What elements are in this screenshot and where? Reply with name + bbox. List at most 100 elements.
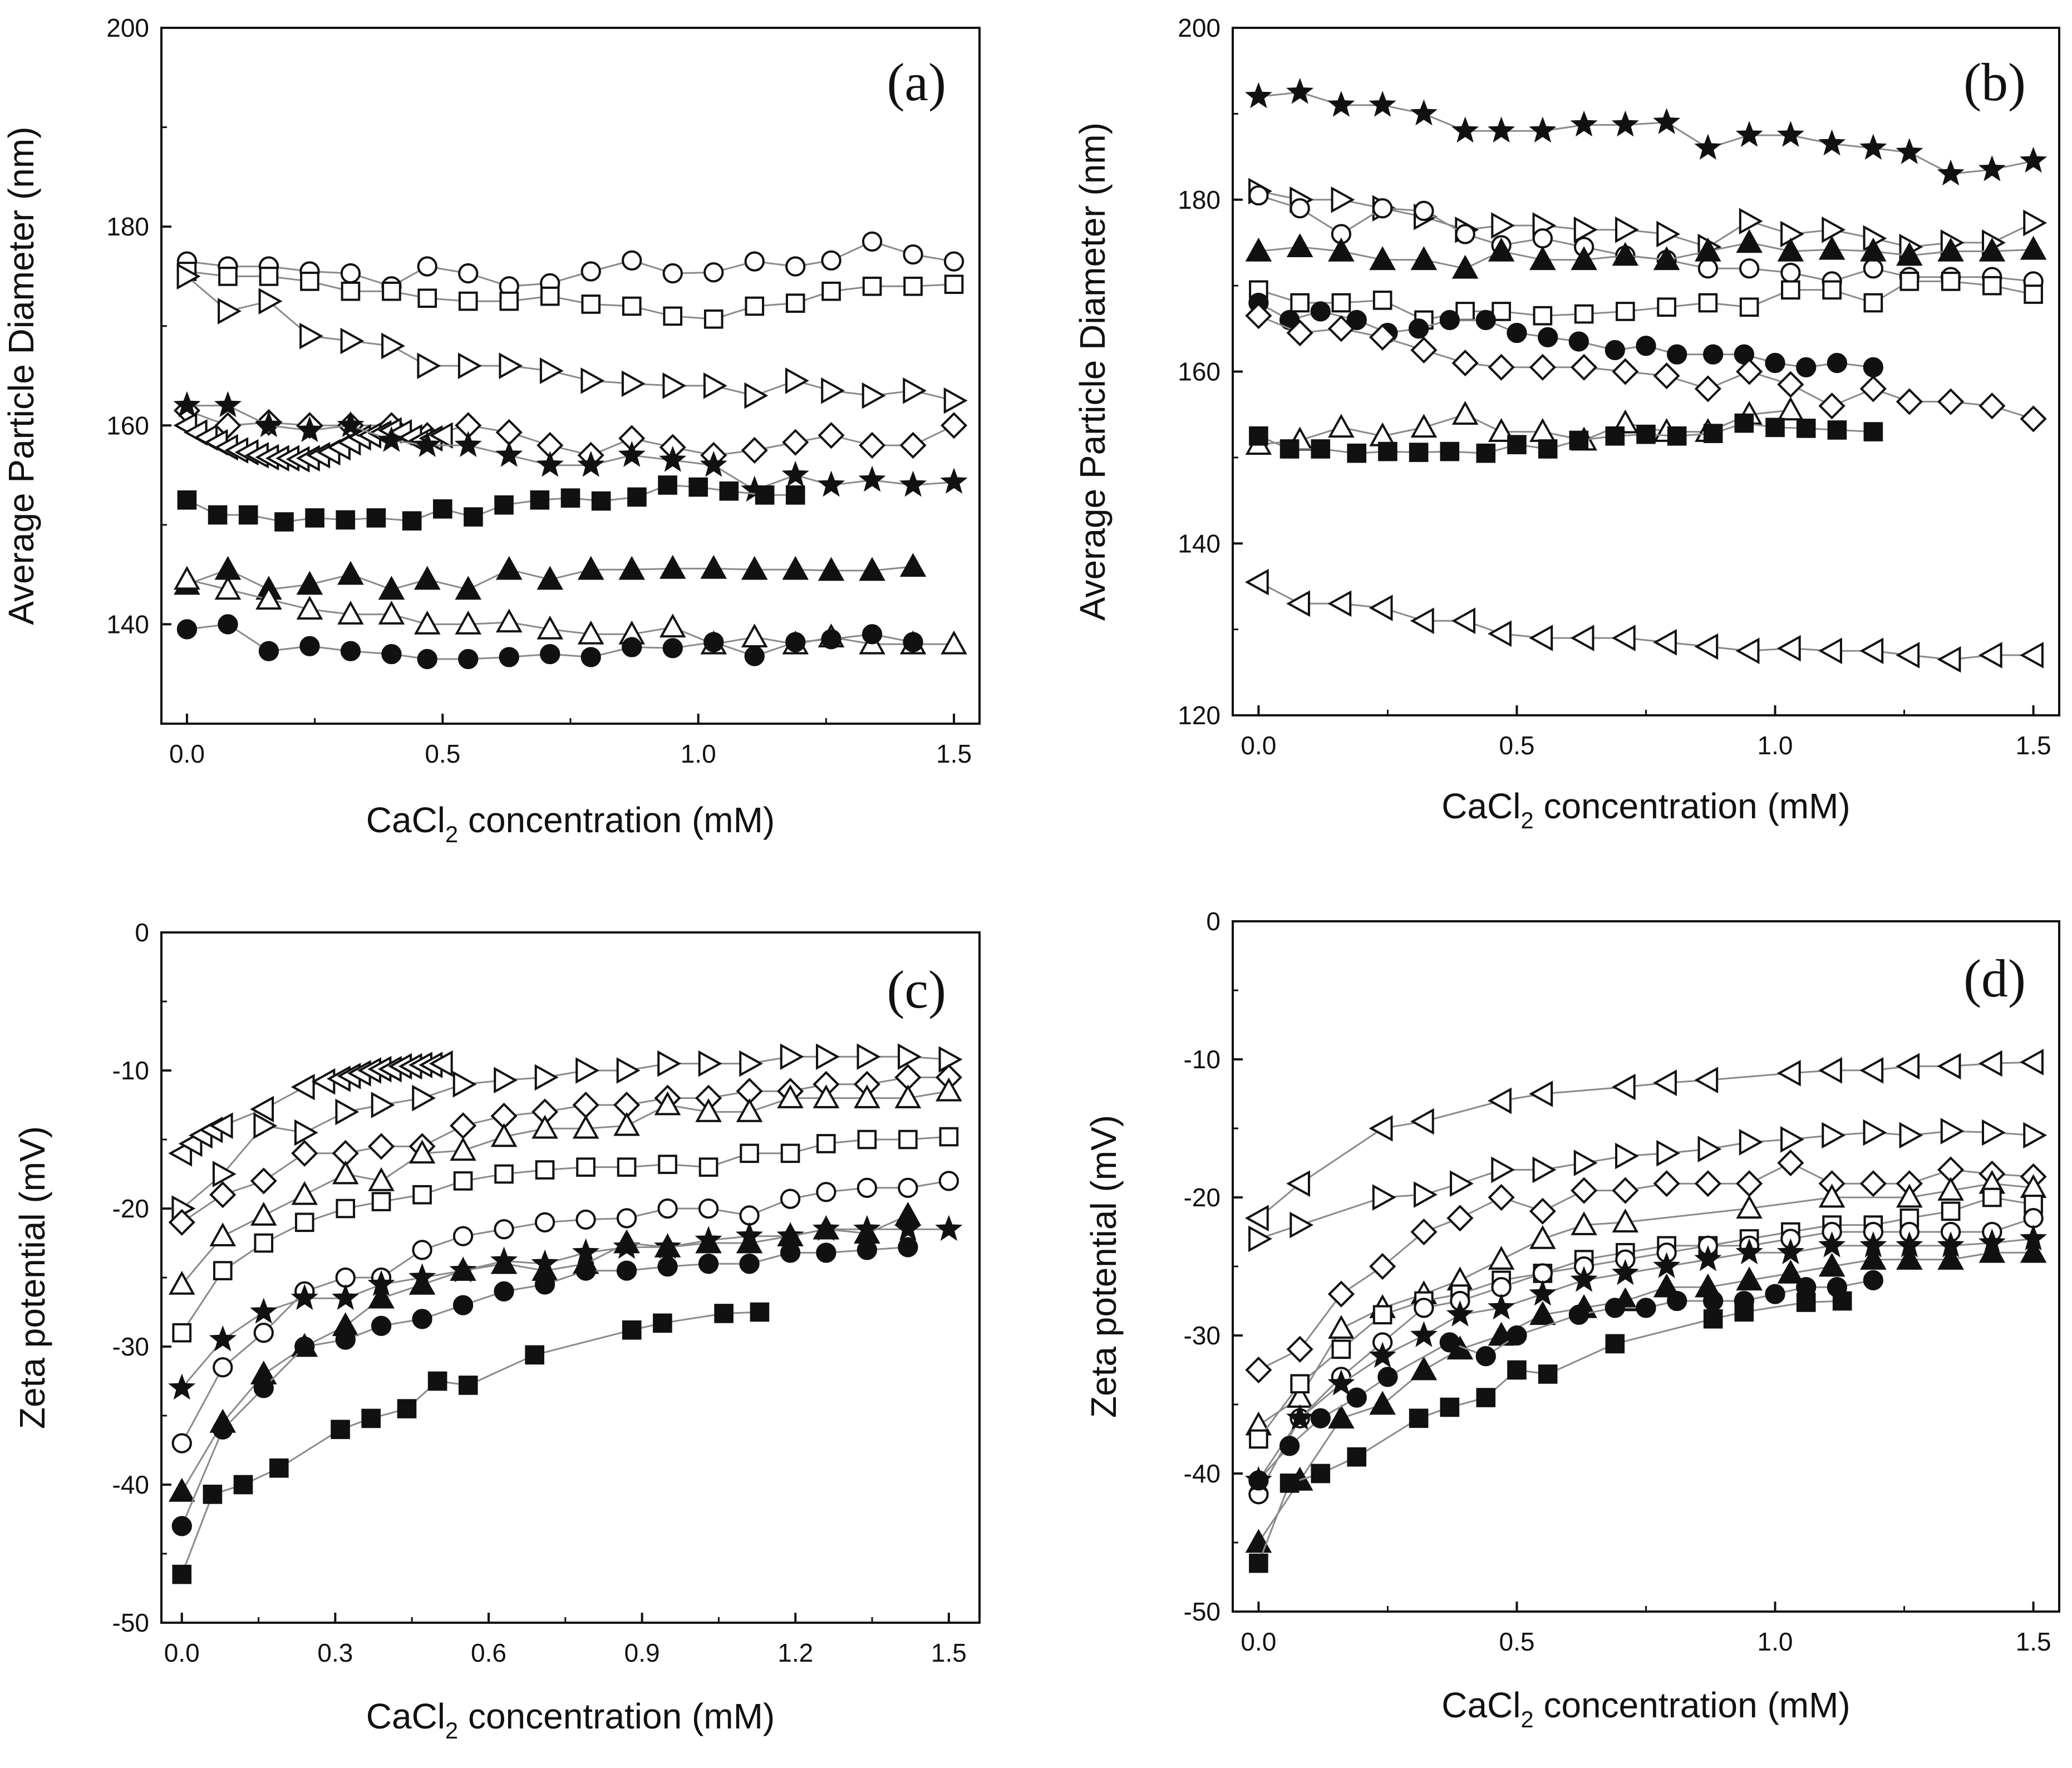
data-point bbox=[663, 306, 683, 326]
data-point bbox=[739, 1254, 760, 1274]
data-point bbox=[1694, 375, 1721, 402]
data-point bbox=[736, 1098, 763, 1122]
data-point bbox=[616, 1057, 641, 1084]
data-point bbox=[367, 1133, 395, 1160]
data-point bbox=[654, 1233, 681, 1258]
data-point bbox=[340, 641, 361, 661]
data-point bbox=[1694, 1067, 1719, 1093]
data-point bbox=[417, 256, 437, 277]
data-point bbox=[525, 1345, 544, 1365]
data-point bbox=[458, 649, 479, 670]
data-point bbox=[862, 624, 883, 645]
data-point bbox=[258, 641, 279, 661]
data-point bbox=[816, 1182, 836, 1202]
data-point bbox=[1488, 620, 1512, 647]
data-point bbox=[258, 288, 283, 315]
data-point bbox=[898, 1177, 918, 1198]
data-point bbox=[1327, 91, 1355, 117]
series-open-diamond bbox=[1245, 1149, 2047, 1384]
data-point bbox=[780, 1189, 801, 1209]
data-point bbox=[617, 1157, 637, 1177]
data-point bbox=[1574, 304, 1594, 324]
data-point bbox=[1739, 258, 1760, 279]
data-point bbox=[1615, 216, 1639, 243]
data-point bbox=[540, 286, 560, 306]
data-point bbox=[1570, 625, 1594, 651]
data-point bbox=[1451, 116, 1479, 143]
data-point bbox=[782, 556, 809, 580]
data-point bbox=[534, 1212, 555, 1232]
data-point bbox=[653, 1313, 672, 1333]
data-point bbox=[1491, 1277, 1512, 1298]
series-open-square bbox=[1249, 272, 2043, 330]
data-point bbox=[1612, 242, 1639, 266]
data-point bbox=[591, 491, 611, 511]
data-point bbox=[854, 1084, 880, 1108]
data-point bbox=[291, 1073, 315, 1101]
data-point bbox=[336, 1199, 356, 1219]
data-point bbox=[572, 1114, 599, 1139]
data-point bbox=[1491, 1156, 1515, 1183]
data-point bbox=[659, 445, 687, 472]
y-tick-label: -20 bbox=[112, 1194, 149, 1223]
y-tick-label: 200 bbox=[1178, 13, 1220, 42]
data-point bbox=[821, 250, 841, 271]
data-point bbox=[736, 1229, 763, 1254]
data-point bbox=[1451, 349, 1479, 377]
data-point bbox=[1896, 242, 1923, 266]
data-point bbox=[1573, 216, 1598, 243]
data-point bbox=[534, 1274, 555, 1295]
data-point bbox=[1818, 129, 1846, 156]
data-point bbox=[214, 576, 242, 600]
data-point bbox=[1568, 331, 1589, 352]
x-axis-label-rest: concentration (mM) bbox=[458, 800, 775, 840]
data-point bbox=[2020, 405, 2047, 433]
data-point bbox=[1777, 1149, 1804, 1177]
data-point bbox=[409, 1270, 436, 1295]
data-point bbox=[457, 352, 482, 379]
data-point bbox=[1446, 1205, 1474, 1232]
data-point bbox=[1409, 443, 1429, 462]
data-point bbox=[1369, 246, 1396, 271]
data-point bbox=[296, 416, 324, 443]
data-point bbox=[1532, 228, 1553, 249]
data-point bbox=[662, 263, 683, 284]
panel-label: (c) bbox=[887, 960, 946, 1019]
data-point bbox=[1328, 414, 1355, 438]
y-tick-label: 160 bbox=[106, 411, 149, 440]
data-point bbox=[1979, 237, 2006, 262]
series-line bbox=[1258, 1061, 2034, 1219]
data-point bbox=[816, 1043, 840, 1070]
data-point bbox=[233, 1475, 253, 1495]
data-point bbox=[1615, 1142, 1639, 1170]
data-point bbox=[340, 263, 361, 284]
data-point bbox=[1703, 344, 1724, 365]
data-point bbox=[1827, 420, 1847, 440]
data-point bbox=[1488, 1183, 1515, 1211]
x-tick-label: 1.5 bbox=[936, 739, 972, 768]
data-point bbox=[1507, 1325, 1527, 1346]
x-tick-label: 0.6 bbox=[471, 1638, 506, 1667]
data-point bbox=[1653, 1069, 1677, 1096]
data-point bbox=[703, 262, 724, 283]
data-point bbox=[1488, 1246, 1515, 1270]
data-point bbox=[744, 382, 769, 409]
data-point bbox=[1476, 1388, 1496, 1407]
data-point bbox=[622, 296, 642, 316]
data-point bbox=[1455, 224, 1475, 244]
x-axis-label: CaCl2 concentration (mM) bbox=[1441, 786, 1850, 833]
data-point bbox=[1940, 1118, 1965, 1145]
data-point bbox=[1611, 625, 1636, 651]
data-point bbox=[218, 267, 238, 286]
data-point bbox=[254, 1233, 274, 1253]
data-point bbox=[1636, 424, 1656, 444]
series-filled-triangle bbox=[1245, 229, 2047, 279]
data-point bbox=[378, 576, 405, 600]
data-point bbox=[172, 1323, 192, 1343]
data-point bbox=[785, 293, 805, 313]
data-point bbox=[1492, 302, 1511, 321]
data-point bbox=[414, 610, 441, 635]
data-point bbox=[452, 1071, 477, 1098]
data-point bbox=[1327, 590, 1352, 617]
